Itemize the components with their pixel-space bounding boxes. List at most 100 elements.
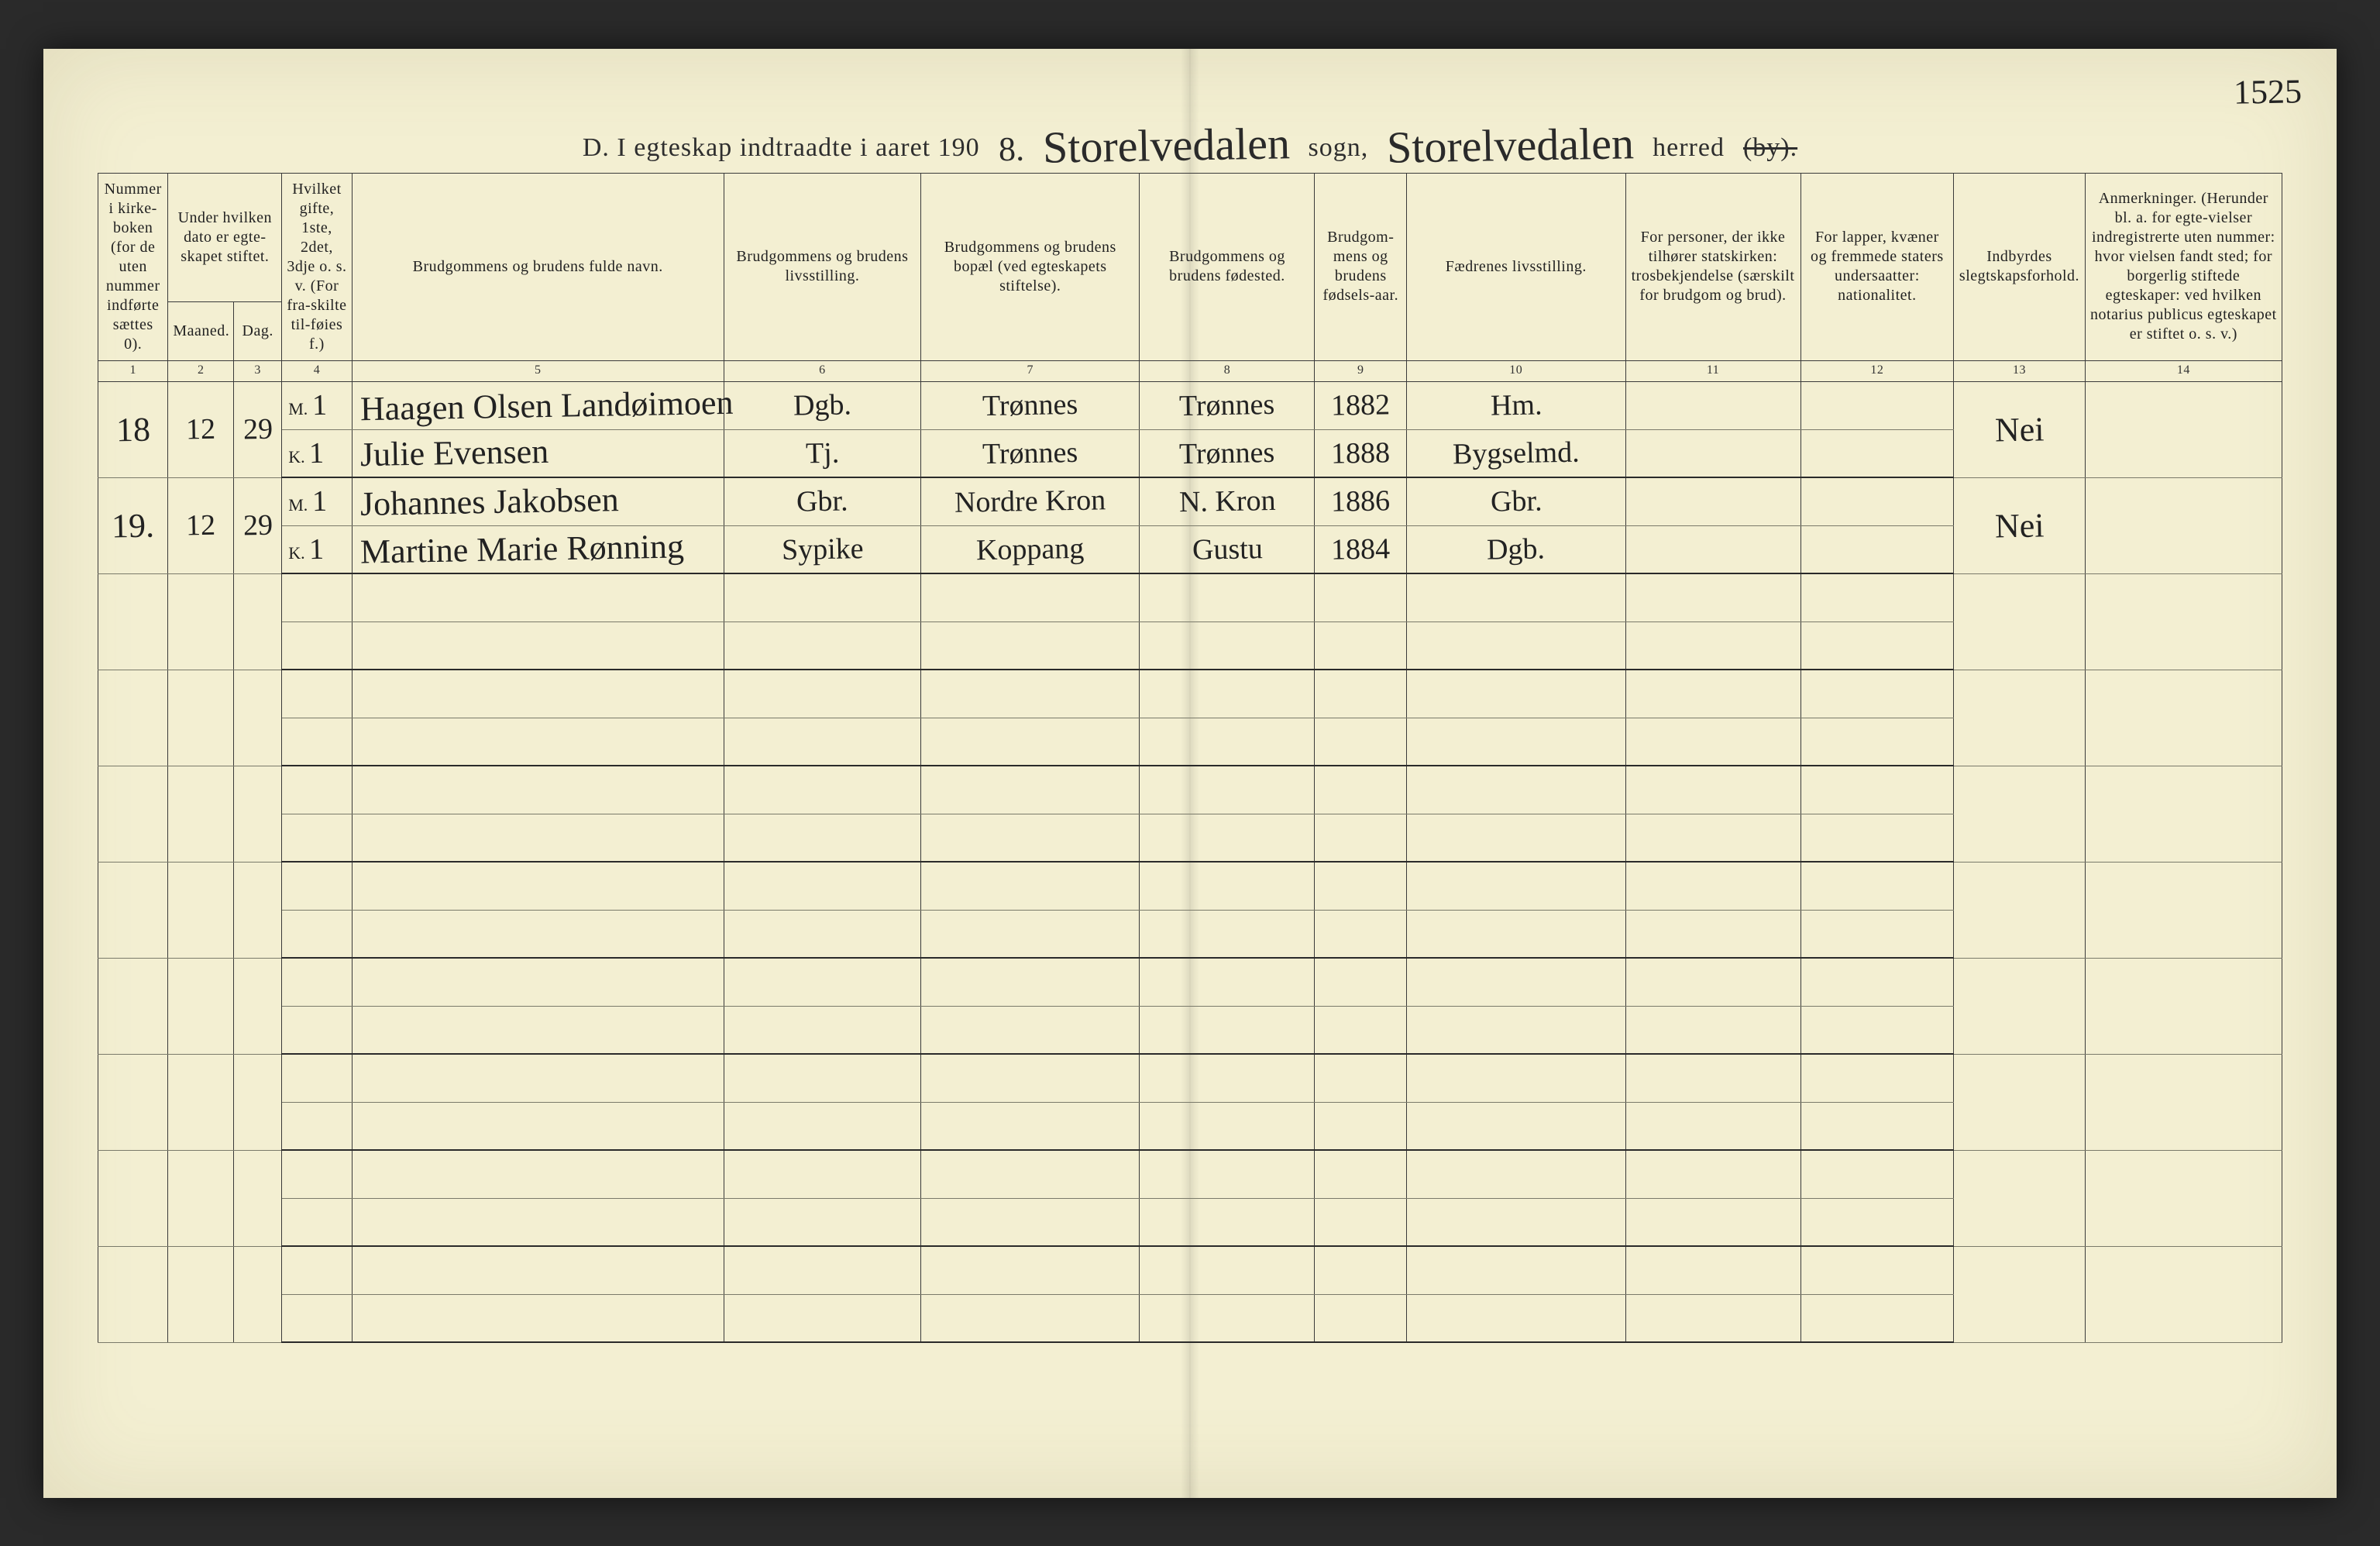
cell [1407,766,1625,814]
col-header: Under hvilken dato er egte-skapet stifte… [168,173,282,301]
cell [1407,814,1625,862]
mk-gifte: K. [282,1006,352,1054]
mk-gifte: M. [282,1150,352,1198]
cell [1315,910,1407,958]
handwritten-text: N. Kron [1178,484,1275,519]
cell [1625,766,1800,814]
entry-number [98,766,168,862]
cell [1140,766,1315,814]
cell [921,1150,1140,1198]
cell [352,958,724,1006]
title-prefix: D. I egteskap indtraadte i aaret 190 [583,133,980,163]
mk-label: K. [288,1116,304,1135]
table-row: M. [98,670,2282,718]
stilling-cell: Tj. [724,429,920,477]
cell [1140,1198,1315,1246]
handwritten-text: 29 [242,508,273,543]
slegtskap-cell: Nei [1954,381,2085,477]
cell [352,621,724,670]
faedre-cell: Gbr. [1407,477,1625,525]
col-header: Brudgom-mens og brudens fødsels-aar. [1315,173,1407,360]
fodested-cell: Trønnes [1140,381,1315,429]
cell [921,621,1140,670]
cell [1315,1006,1407,1054]
handwritten-text: Haagen Olsen Landøimoen [359,382,733,428]
handwritten-text: 19. [112,505,155,546]
cell [1625,1246,1800,1294]
cell [1140,1150,1315,1198]
cell [1140,958,1315,1006]
nationalitet-cell [1800,477,1954,525]
aar-cell: 1882 [1315,381,1407,429]
handwritten-text: Bygselmd. [1453,435,1580,471]
cell [724,1102,920,1150]
title-year-hand: 8. [998,129,1024,169]
col-subheader: Dag. [234,301,282,360]
month-cell [168,1054,234,1150]
cell [1625,862,1800,910]
cell [1407,1198,1625,1246]
col-number: 5 [352,360,724,381]
mk-gifte: K. [282,621,352,670]
day-cell [234,670,282,766]
cell [352,910,724,958]
cell [1800,621,1954,670]
cell [1625,814,1800,862]
page-title-row: D. I egteskap indtraadte i aaret 190 8. … [98,88,2282,173]
mk-label: K. [288,1212,304,1231]
col-header: Brudgommens og brudens fulde navn. [352,173,724,360]
table-row: M. [98,1246,2282,1294]
cell [1140,1294,1315,1342]
day-cell [234,573,282,670]
mk-label: K. [288,447,304,467]
anmerk-cell [2085,477,2282,573]
cell [724,814,920,862]
cell [1407,718,1625,766]
cell [1800,862,1954,910]
cell [1800,1198,1954,1246]
cell [1407,1246,1625,1294]
cell [724,910,920,958]
table-body: 181229M. 1Haagen Olsen LandøimoenDgb.Trø… [98,381,2282,1342]
bopael-cell: Trønnes [921,429,1140,477]
handwritten-text: Julie Evensen [359,432,549,474]
cell [352,814,724,862]
stilling-cell: Gbr. [724,477,920,525]
cell [1407,910,1625,958]
cell [1625,718,1800,766]
cell [1315,1150,1407,1198]
col-number: 13 [1954,360,2085,381]
cell [352,1006,724,1054]
handwritten-text: Hm. [1490,387,1542,422]
mk-gifte: K. 1 [282,429,352,477]
col-header: Anmerkninger. (Herunder bl. a. for egte-… [2085,173,2282,360]
cell [1800,1294,1954,1342]
month-cell [168,958,234,1054]
handwritten-text: 1886 [1331,484,1391,519]
cell [352,1294,724,1342]
cell [1800,766,1954,814]
anmerk-cell [2085,958,2282,1054]
anmerk-cell [2085,573,2282,670]
entry-number [98,573,168,670]
column-number-row: 1 2 3 4 5 6 7 8 9 10 11 12 13 14 [98,360,2282,381]
cell [724,621,920,670]
anmerk-cell [2085,1246,2282,1342]
col-number: 9 [1315,360,1407,381]
col-number: 8 [1140,360,1315,381]
mk-gifte: M. [282,1246,352,1294]
mk-gifte: K. [282,1102,352,1150]
month-cell: 12 [168,477,234,573]
cell [1315,814,1407,862]
mk-gifte: M. [282,573,352,621]
month-cell [168,862,234,958]
month-cell [168,1246,234,1342]
mk-label: M. [288,876,308,895]
cell [1315,1054,1407,1102]
entry-number [98,862,168,958]
mk-label: M. [288,1068,308,1087]
mk-label: K. [288,1308,304,1327]
col-header: Hvilket gifte, 1ste, 2det, 3dje o. s. v.… [282,173,352,360]
cell [1315,1102,1407,1150]
slegtskap-cell [1954,766,2085,862]
